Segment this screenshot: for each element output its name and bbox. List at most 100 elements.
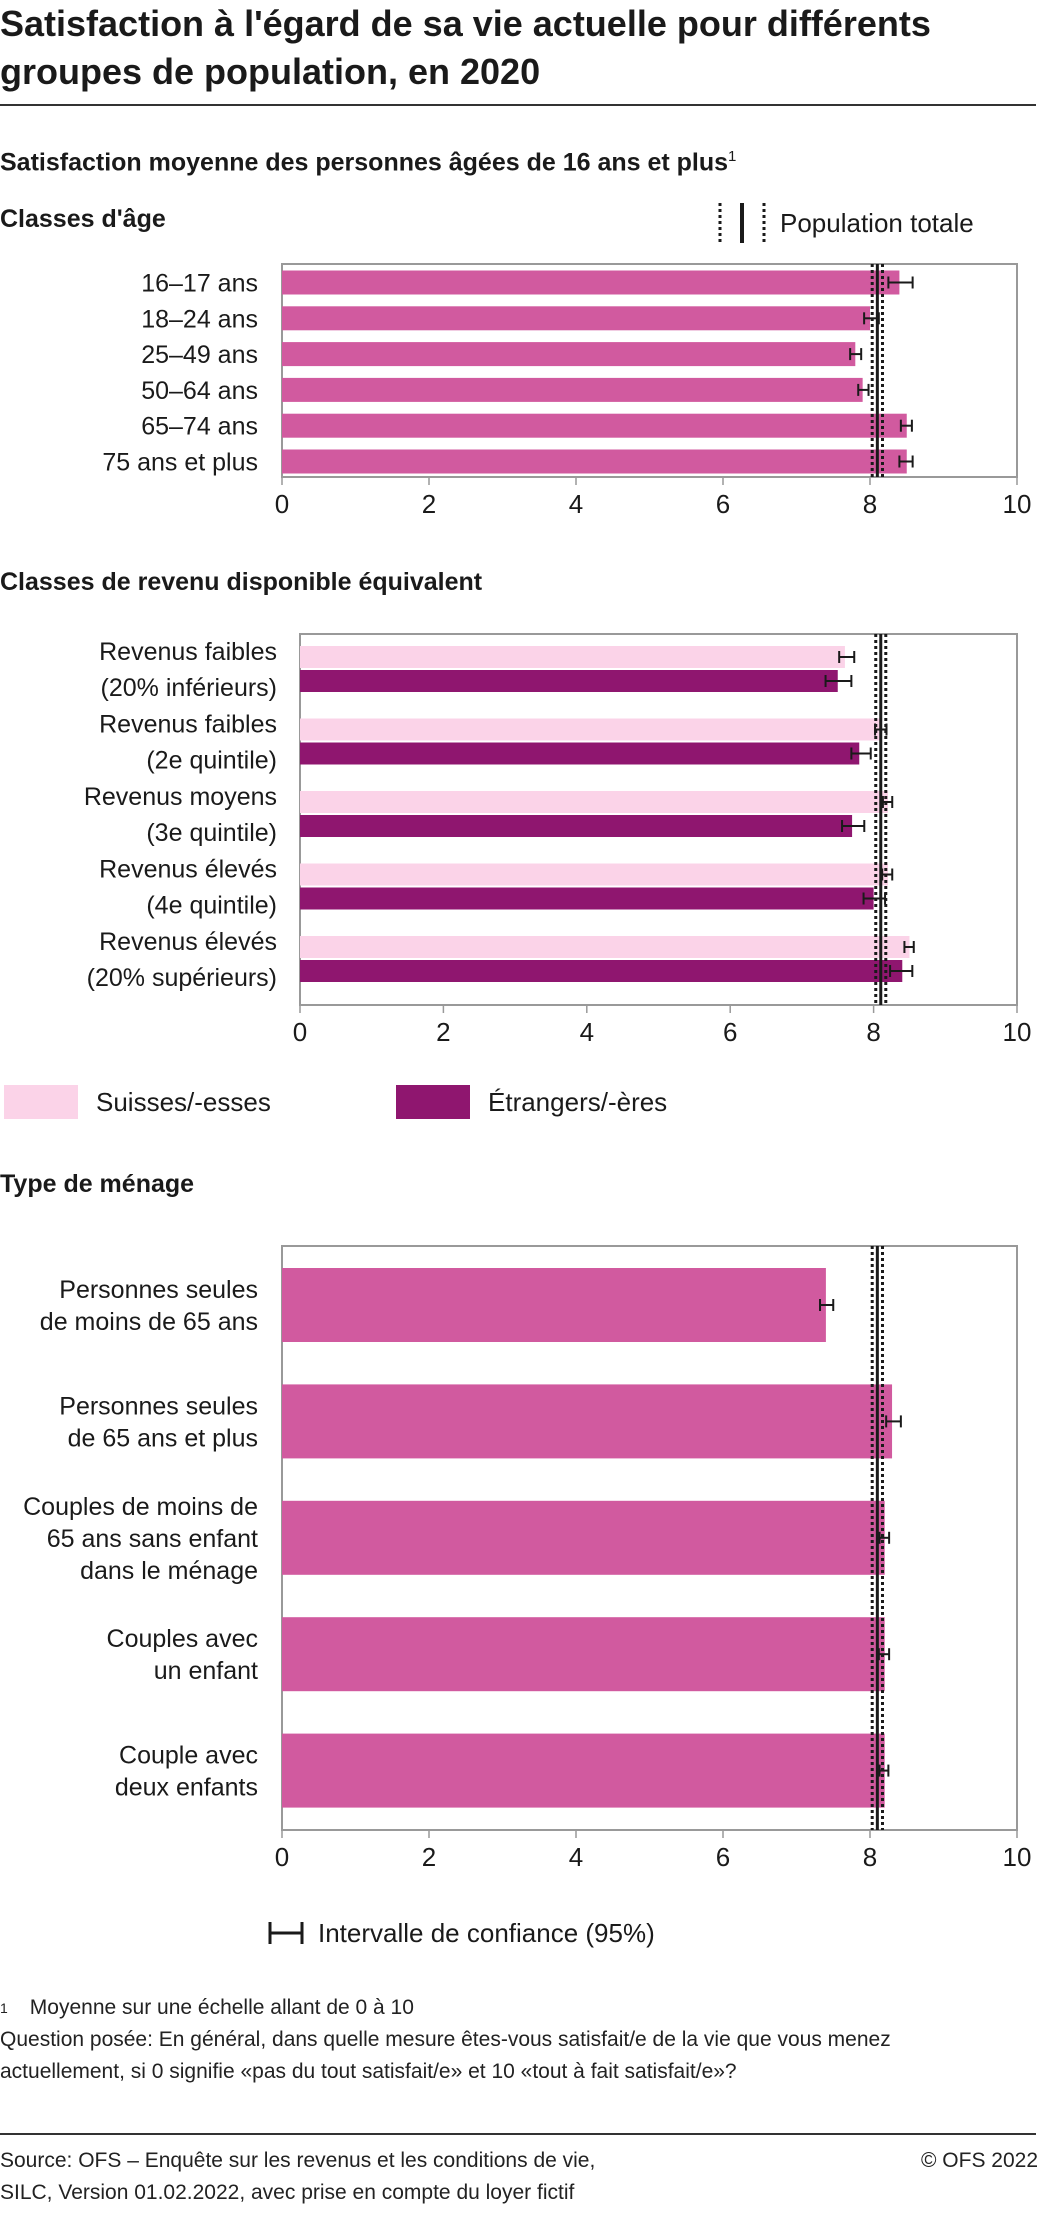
age-bar (282, 449, 907, 474)
household-ci (878, 1764, 890, 1777)
title-divider (0, 104, 1036, 106)
category-label: dans le ménage (80, 1557, 258, 1585)
category-label: Couple avec (119, 1742, 258, 1770)
x-tick-label: 0 (275, 489, 289, 519)
category-label: 75 ans et plus (102, 449, 258, 477)
page-title: Satisfaction à l'égard de sa vie actuell… (0, 3, 931, 92)
household-ci (885, 1415, 902, 1428)
confidence-interval-legend: Intervalle de confiance (95%) (268, 1915, 655, 1951)
income-classes-chart: Revenus faibles (20% inférieurs) Revenus f… (84, 633, 1032, 1047)
x-tick-label: 4 (569, 1842, 583, 1872)
suisses-label: Suisses/-esses (96, 1086, 271, 1117)
category-label: Revenus moyens (84, 783, 277, 811)
x-tick-label: 6 (723, 1017, 737, 1047)
age-bar (282, 342, 856, 367)
age-ci (863, 312, 880, 325)
x-tick-label: 6 (716, 489, 730, 519)
age-ci (857, 383, 870, 396)
category-label: Personnes seules (59, 1392, 258, 1420)
income-ci-suisses (903, 941, 915, 953)
confidence-interval-label: Intervalle de confiance (95%) (318, 1917, 655, 1948)
income-ci-etrangers (889, 965, 914, 977)
legend-etrangers: Étrangers/-ères (396, 1085, 667, 1119)
household-bar (282, 1617, 885, 1692)
household-section-title: Type de ménage (0, 1170, 195, 1198)
question-line-2: actuellement, si 0 signifie «pas du tout… (0, 2060, 737, 2083)
income-bar-etrangers (300, 815, 853, 837)
x-tick-label: 8 (863, 489, 877, 519)
category-label: Revenus élevés (99, 856, 277, 884)
category-label: de 65 ans et plus (68, 1424, 258, 1452)
category-label: Revenus faibles (99, 638, 277, 666)
copyright: © OFS 2022 (920, 2149, 1038, 2172)
income-bar-etrangers (300, 670, 838, 692)
age-bar (282, 413, 907, 438)
category-label: 65 ans sans enfant (47, 1525, 258, 1553)
household-bar (282, 1268, 826, 1342)
age-bar (282, 270, 900, 295)
x-tick-label: 0 (275, 1842, 289, 1872)
household-type-chart: Personnes seules de moins de 65 ans Person… (23, 1245, 1031, 1872)
category-label: 16–17 ans (141, 270, 258, 298)
household-bar (282, 1500, 885, 1575)
income-bar-suisses (300, 936, 910, 958)
household-ci (877, 1648, 891, 1661)
footnote-text: Moyenne sur une échelle allant de 0 à 10 (29, 1996, 414, 2019)
source-note: Source: OFS – Enquête sur les revenus et… (0, 2145, 595, 2209)
x-tick-label: 4 (580, 1017, 594, 1047)
suisses-swatch (4, 1085, 78, 1119)
x-tick-label: 10 (1003, 489, 1032, 519)
age-classes-chart: 16–17 ans 18–24 ans 25–49 ans 50–64 ans 65–7… (102, 263, 1032, 519)
household-ci (819, 1299, 835, 1311)
income-ci-etrangers (862, 892, 887, 905)
x-tick-label: 4 (569, 489, 583, 519)
legend-suisses: Suisses/-esses (4, 1085, 271, 1119)
category-label: (4e quintile) (146, 892, 277, 920)
category-label: 25–49 ans (141, 341, 258, 369)
income-bar-etrangers (300, 887, 874, 910)
income-ci-suisses (838, 651, 856, 663)
household-ci (878, 1531, 891, 1544)
x-tick-label: 10 (1003, 1017, 1032, 1047)
age-bar (282, 306, 870, 331)
category-label: 50–64 ans (141, 377, 258, 405)
income-ci-etrangers (850, 747, 872, 760)
income-bar-suisses (300, 863, 888, 886)
plot-frame (281, 263, 1018, 478)
confidence-interval-icon (268, 1922, 304, 1944)
x-tick-label: 6 (716, 1842, 730, 1872)
income-section-title: Classes de revenu disponible équivalent (0, 568, 483, 596)
population-totale-line-icon (718, 203, 766, 243)
income-bar-etrangers (300, 960, 903, 982)
x-tick-label: 2 (422, 1842, 436, 1872)
income-bar-suisses (300, 791, 888, 813)
category-label: 65–74 ans (141, 413, 258, 441)
age-ci (887, 276, 914, 289)
category-label: Revenus élevés (99, 928, 277, 956)
age-ci (899, 419, 913, 432)
population-totale-label: Population totale (780, 207, 974, 238)
income-bar-suisses (300, 718, 881, 741)
income-ci-suisses (881, 796, 894, 808)
footnote-1: 1 Moyenne sur une échelle allant de 0 à … (0, 1992, 1020, 2024)
source-line-1: Source: OFS – Enquête sur les revenus et… (0, 2149, 596, 2172)
category-label: Couples de moins de (23, 1493, 258, 1521)
category-label: de moins de 65 ans (40, 1308, 258, 1336)
age-ci (898, 455, 914, 468)
income-ci-suisses (881, 868, 894, 881)
x-tick-label: 2 (436, 1017, 450, 1047)
category-label: Couples avec (107, 1625, 258, 1653)
age-ci (849, 348, 863, 361)
category-label: 18–24 ans (141, 305, 258, 333)
category-label: (20% inférieurs) (101, 674, 277, 702)
footnotes: 1 Moyenne sur une échelle allant de 0 à … (0, 1992, 1020, 2088)
category-label: Revenus faibles (99, 711, 277, 739)
question-line-1: Question posée: En général, dans quelle … (0, 2028, 891, 2051)
income-ci-etrangers (824, 675, 853, 687)
age-section-title: Classes d'âge (0, 205, 166, 233)
x-tick-label: 8 (866, 1017, 880, 1047)
household-bar (282, 1733, 885, 1808)
household-bar (282, 1384, 893, 1459)
x-tick-label: 0 (293, 1017, 307, 1047)
income-bar-suisses (300, 646, 845, 668)
